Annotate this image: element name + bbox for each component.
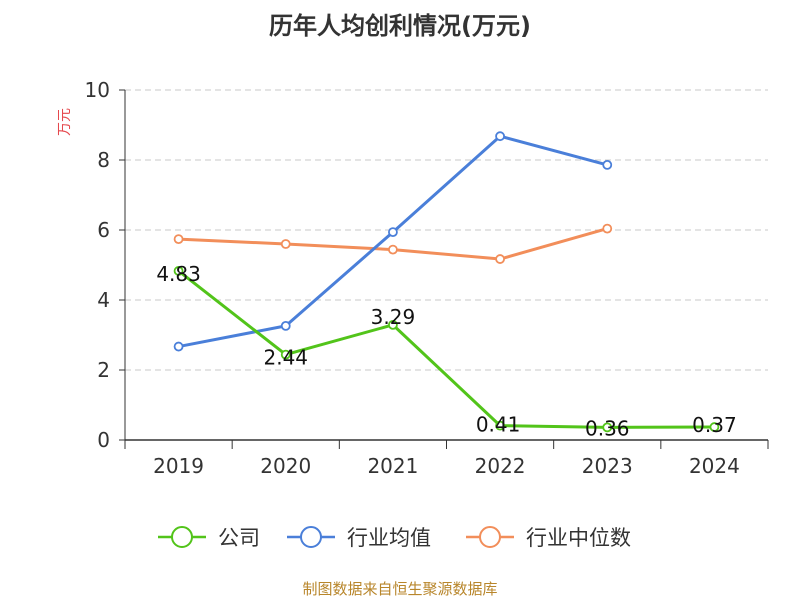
- series-point: [280, 320, 291, 331]
- y-tick-label: 0: [97, 428, 110, 452]
- data-label: 0.41: [476, 413, 521, 437]
- series-point: [495, 420, 505, 431]
- series-point: [602, 159, 613, 170]
- y-tick-label: 6: [97, 218, 110, 242]
- series-point: [280, 349, 291, 360]
- legend-swatch-marker: [171, 526, 193, 548]
- data-label: 0.37: [692, 413, 737, 437]
- y-tick-label: 8: [97, 148, 110, 172]
- series-point: [280, 239, 291, 249]
- axes: 0 2 4 6 8 10 2019 2020 2021 2022 2023 2024: [85, 78, 769, 478]
- data-label: 3.29: [371, 305, 416, 329]
- y-axis-label: 万元: [57, 108, 73, 136]
- y-tick-label: 10: [85, 78, 110, 102]
- x-tick-label: 2022: [475, 454, 526, 478]
- chart-title: 历年人均创利情况(万元): [269, 12, 531, 40]
- legend-label: 行业均值: [347, 526, 431, 550]
- data-labels: 4.83 2.44 3.29 0.41 0.36 0.37: [156, 262, 736, 440]
- series-point: [602, 422, 613, 433]
- x-tick-label: 2021: [367, 454, 418, 478]
- x-tick-label: 2023: [582, 454, 633, 478]
- series-point: [495, 131, 505, 142]
- series-point: [602, 223, 613, 234]
- x-tick-label: 2020: [260, 454, 311, 478]
- legend-swatch-marker: [479, 526, 501, 548]
- series-line: [177, 269, 715, 429]
- grid: [125, 89, 768, 371]
- series-point: [173, 266, 184, 276]
- x-tick-label: 2024: [689, 454, 740, 478]
- y-tick-label: 2: [97, 358, 110, 382]
- source-note: 制图数据来自恒生聚源数据库: [302, 580, 497, 598]
- legend-item[interactable]: 行业均值: [287, 526, 431, 550]
- series-point: [388, 244, 398, 255]
- legend-item[interactable]: 行业中位数: [466, 526, 631, 550]
- y-tick-label: 4: [97, 288, 110, 312]
- legend-label: 公司: [218, 526, 260, 550]
- legend-swatch-marker: [300, 526, 322, 548]
- series-point: [388, 319, 398, 330]
- series-point: [173, 234, 184, 245]
- series-point: [388, 227, 398, 238]
- legend[interactable]: 公司 行业均值 行业中位数: [158, 526, 631, 550]
- data-label: 4.83: [156, 262, 201, 286]
- series-point: [495, 254, 505, 264]
- series-point: [173, 341, 184, 352]
- legend-label: 行业中位数: [526, 526, 631, 550]
- series-group: [173, 131, 720, 433]
- series-point: [709, 422, 720, 432]
- data-label: 2.44: [263, 346, 308, 370]
- data-label: 0.36: [585, 416, 630, 440]
- x-tick-label: 2019: [153, 454, 204, 478]
- legend-item[interactable]: 公司: [158, 526, 260, 550]
